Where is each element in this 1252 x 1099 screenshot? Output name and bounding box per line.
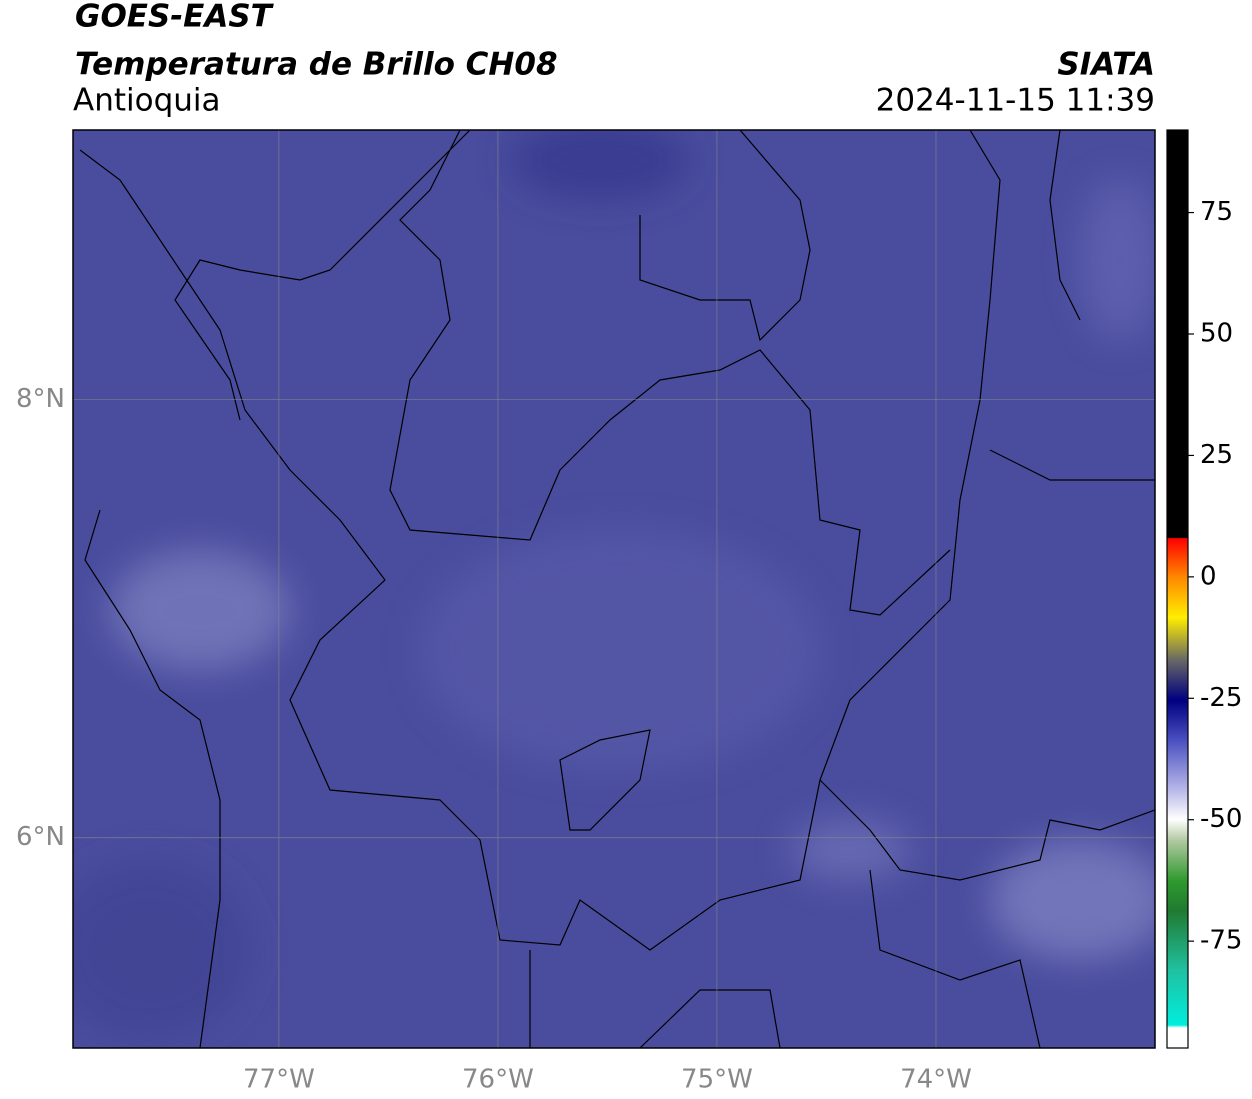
source: SIATA	[1057, 47, 1155, 83]
colorbar-tick-label: -50	[1200, 804, 1242, 834]
grid	[73, 130, 1155, 1048]
title: GOES-EAST	[75, 0, 275, 35]
region: Antioquia	[73, 83, 221, 119]
y-tick-label: 8°N	[16, 384, 65, 414]
subtitle: Temperatura de Brillo CH08	[75, 47, 558, 83]
map-frame	[72, 129, 1156, 1049]
colorbar-tick-label: 0	[1200, 561, 1217, 591]
x-tick-label: 74°W	[900, 1065, 972, 1095]
colorbar-tick-label: 75	[1200, 197, 1233, 227]
map-image	[73, 130, 1155, 1048]
colorbar-tick-label: 25	[1200, 440, 1233, 470]
x-tick-label: 77°W	[243, 1065, 315, 1095]
colorbar-tick-label: 50	[1200, 319, 1233, 349]
colorbar	[1166, 129, 1189, 1049]
x-tick-label: 75°W	[681, 1065, 753, 1095]
x-tick-label: 76°W	[462, 1065, 534, 1095]
colorbar-tick-label: -75	[1200, 926, 1242, 956]
timestamp: 2024-11-15 11:39	[876, 83, 1155, 119]
colorbar-tick-label: -25	[1200, 683, 1242, 713]
y-tick-label: 6°N	[16, 822, 65, 852]
